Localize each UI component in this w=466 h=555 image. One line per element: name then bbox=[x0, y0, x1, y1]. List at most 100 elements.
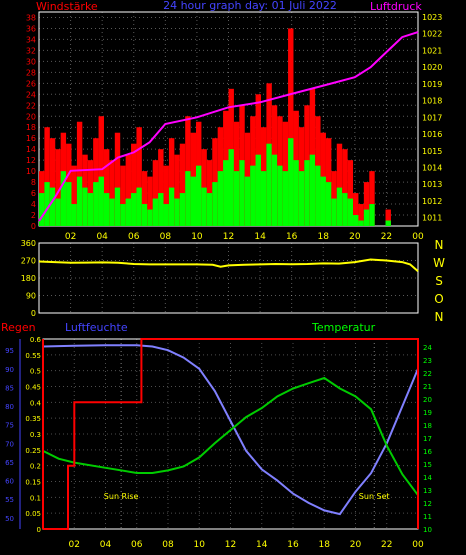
temperature-tick-label: 24 bbox=[423, 344, 432, 352]
wind-tick-label: 6 bbox=[31, 189, 36, 198]
wind-tick-label: 10 bbox=[26, 167, 36, 176]
wind-avg-bar bbox=[347, 198, 354, 226]
wind-tick-label: 28 bbox=[26, 68, 36, 77]
humidity-tick-label: 50 bbox=[5, 515, 14, 523]
sunset-label: Sun Set bbox=[359, 492, 390, 501]
humidity-tick-label: 80 bbox=[5, 403, 14, 411]
pressure-tick-label: 1014 bbox=[422, 163, 442, 172]
wind-avg-bar bbox=[309, 154, 316, 226]
wind-max-bar bbox=[55, 149, 61, 226]
rain-tick-label: 0.1 bbox=[30, 494, 41, 502]
wind-avg-bar bbox=[282, 171, 289, 226]
wind-avg-bar bbox=[125, 198, 132, 226]
wind-tick-label: 38 bbox=[26, 13, 36, 22]
wind-max-bar bbox=[109, 160, 115, 226]
wind-avg-bar bbox=[185, 171, 191, 226]
wind-avg-bar bbox=[76, 176, 83, 226]
wind-max-bar bbox=[179, 143, 186, 226]
pressure-tick-label: 1018 bbox=[422, 97, 442, 106]
wind-avg-bar bbox=[98, 176, 104, 226]
rain-tick-label: 0.5 bbox=[30, 368, 41, 376]
temperature-tick-label: 14 bbox=[423, 474, 432, 482]
pressure-tick-label: 1017 bbox=[422, 113, 442, 122]
wind-avg-bar bbox=[141, 204, 148, 226]
wind-avg-bar bbox=[385, 220, 391, 226]
temperature-tick-label: 13 bbox=[423, 487, 432, 495]
pressure-tick-label: 1012 bbox=[422, 197, 442, 206]
wind-avg-bar bbox=[342, 193, 348, 226]
wind-max-bar bbox=[76, 121, 83, 226]
humidity-label: Luftfeuchte bbox=[65, 321, 128, 334]
temperature-label: Temperatur bbox=[311, 321, 376, 334]
wind-avg-bar bbox=[44, 182, 50, 226]
temperature-tick-label: 16 bbox=[423, 448, 432, 456]
wind-x-tick-label: 14 bbox=[254, 232, 266, 242]
wind-tick-label: 8 bbox=[31, 178, 36, 187]
wind-avg-bar bbox=[358, 220, 364, 226]
direction-letter: S bbox=[435, 274, 443, 288]
wind-avg-bar bbox=[109, 198, 115, 226]
wind-tick-label: 14 bbox=[26, 145, 36, 154]
wind-max-bar bbox=[120, 165, 126, 226]
temperature-tick-label: 15 bbox=[423, 461, 432, 469]
wind-label: Windstärke bbox=[36, 0, 98, 13]
wind-avg-bar bbox=[206, 193, 213, 226]
wind-avg-bar bbox=[163, 204, 169, 226]
climate-x-tick-label: 16 bbox=[287, 540, 299, 550]
wind-avg-bar bbox=[87, 193, 94, 226]
wind-avg-bar bbox=[250, 165, 256, 226]
wind-avg-bar bbox=[201, 187, 207, 226]
rain-tick-label: 0.3 bbox=[30, 431, 41, 439]
wind-tick-label: 0 bbox=[31, 222, 36, 231]
temperature-tick-label: 18 bbox=[423, 422, 432, 430]
humidity-line bbox=[42, 344, 419, 516]
direction-tick-label: 90 bbox=[26, 292, 36, 301]
wind-tick-label: 12 bbox=[26, 156, 36, 165]
wind-avg-bar bbox=[39, 193, 45, 226]
rain-tick-label: 0.15 bbox=[25, 479, 41, 487]
rain-label: Regen bbox=[1, 321, 36, 334]
wind-avg-bar bbox=[147, 209, 153, 226]
wind-avg-bar bbox=[55, 198, 61, 226]
rain-tick-label: 0.25 bbox=[25, 447, 41, 455]
wind-max-bar bbox=[147, 176, 153, 226]
temperature-tick-label: 23 bbox=[423, 357, 432, 365]
wind-tick-label: 34 bbox=[26, 35, 36, 44]
temperature-tick-label: 19 bbox=[423, 409, 432, 417]
direction-tick-label: 270 bbox=[21, 257, 36, 266]
sunrise-label: Sun Rise bbox=[104, 492, 139, 501]
wind-avg-bar bbox=[168, 187, 175, 226]
wind-avg-bar bbox=[266, 143, 272, 226]
temperature-tick-label: 11 bbox=[423, 513, 432, 521]
wind-avg-bar bbox=[304, 160, 310, 226]
pressure-label: Luftdruck bbox=[370, 0, 422, 13]
climate-x-tick-label: 18 bbox=[319, 540, 331, 550]
direction-tick-label: 180 bbox=[21, 274, 36, 283]
rain-tick-label: 0.6 bbox=[30, 336, 42, 344]
wind-max-bar bbox=[131, 143, 137, 226]
wind-avg-bar bbox=[233, 171, 240, 226]
wind-max-bar bbox=[49, 138, 56, 226]
wind-avg-bar bbox=[293, 160, 299, 226]
wind-max-bar bbox=[288, 28, 294, 227]
wind-max-bar bbox=[71, 165, 77, 226]
wind-x-tick-label: 16 bbox=[286, 232, 298, 242]
wind-max-bar bbox=[174, 154, 180, 226]
wind-max-bar bbox=[385, 209, 391, 226]
wind-avg-bar bbox=[49, 187, 56, 226]
humidity-tick-label: 55 bbox=[5, 496, 14, 504]
wind-tick-label: 4 bbox=[31, 200, 36, 209]
pressure-tick-label: 1020 bbox=[422, 63, 442, 72]
wind-tick-label: 2 bbox=[31, 211, 36, 220]
wind-x-tick-label: 20 bbox=[349, 232, 361, 242]
wind-avg-bar bbox=[179, 193, 186, 226]
temperature-tick-label: 12 bbox=[423, 500, 432, 508]
temperature-tick-label: 22 bbox=[423, 370, 432, 378]
wind-max-bar bbox=[98, 116, 104, 226]
wind-x-tick-label: 06 bbox=[128, 232, 140, 242]
rain-tick-label: 0.45 bbox=[25, 384, 41, 392]
wind-max-bar bbox=[358, 204, 364, 226]
wind-avg-bar bbox=[271, 154, 278, 226]
pressure-tick-label: 1011 bbox=[422, 214, 442, 223]
